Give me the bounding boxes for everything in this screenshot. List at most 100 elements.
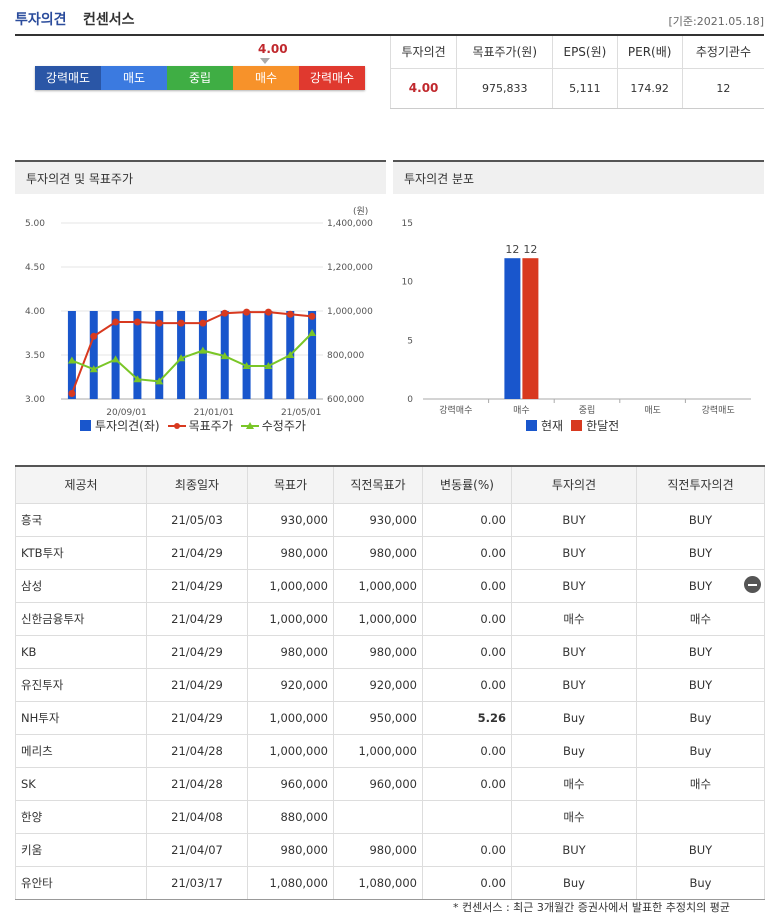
table-cell: 유안타 [15, 865, 147, 900]
opinion-bar [155, 311, 164, 399]
target-price-point [199, 319, 207, 327]
table-row: 한양 21/04/08 880,000 매수 [15, 799, 765, 834]
table-cell: 매수 [511, 799, 637, 834]
table-cell: 1,000,000 [247, 700, 334, 735]
opinion-bar [308, 311, 317, 399]
adjusted-price-point [155, 377, 164, 385]
table-cell: 950,000 [333, 700, 423, 735]
y-left-tick-label: 4.50 [25, 263, 45, 273]
table-cell: 1,000,000 [247, 568, 334, 603]
table-cell [636, 799, 765, 834]
table-cell: BUY [511, 535, 637, 570]
rating-marker-icon [260, 58, 270, 64]
table-cell: 삼성 [15, 568, 147, 603]
table-cell: 메리츠 [15, 733, 147, 768]
table-cell: 0.00 [422, 865, 512, 900]
table-cell: 1,000,000 [333, 601, 423, 636]
table-cell: Buy [511, 733, 637, 768]
x-tick-label: 중립 [579, 405, 596, 416]
table-cell: 흥국 [15, 502, 147, 537]
table-row: 신한금융투자 21/04/29 1,000,000 1,000,000 0.00 매수 매수 [15, 601, 765, 636]
right-chart-legend: 현재 한달전 [526, 417, 627, 434]
adjusted-price-line [71, 332, 313, 383]
table-cell: NH투자 [15, 700, 147, 735]
summary-count: 12 [681, 68, 764, 109]
summary-header-per: PER(배) [616, 36, 683, 69]
adjusted-price-point [89, 365, 98, 373]
table-cell: 21/04/29 [146, 667, 248, 702]
opinion-target-chart: 5.00 1,400,000 4.50 1,200,000 4.00 1,000,000 3… [25, 206, 373, 418]
x-tick-label: 20/09/01 [106, 408, 146, 418]
opinion-bar [67, 311, 76, 399]
table-cell: 1,000,000 [247, 601, 334, 636]
col-provider: 제공처 [15, 465, 147, 504]
table-cell: 21/04/08 [146, 799, 248, 834]
opinion-target-chart-panel: 투자의견 및 목표주가 5.00 1,400,000 4.50 1,200,000 4.… [15, 160, 386, 437]
bar-value-label: 12 [523, 243, 537, 256]
y-left-tick-label: 5.00 [25, 219, 45, 229]
summary-header-target: 목표주가(원) [456, 36, 553, 69]
summary-header-eps: EPS(원) [552, 36, 618, 69]
table-cell: 0.00 [422, 601, 512, 636]
y-left-tick-label: 3.50 [25, 351, 45, 361]
table-cell: 1,000,000 [333, 733, 423, 768]
left-chart-legend: 투자의견(좌) 목표주가 수정주가 [80, 417, 314, 434]
table-row: NH투자 21/04/29 1,000,000 950,000 5.26 Buy Buy [15, 700, 765, 735]
opinion-bar [89, 311, 98, 399]
summary-header-count: 추정기관수 [681, 36, 764, 69]
target-price-point [133, 318, 141, 326]
base-date: [기준:2021.05.18] [668, 15, 764, 28]
table-cell: 930,000 [247, 502, 334, 537]
table-cell: 1,000,000 [247, 733, 334, 768]
y-right-tick-label: 1,400,000 [327, 219, 373, 229]
legend-item-month-ago: 한달전 [571, 417, 619, 434]
summary-header-opinion: 투자의견 [389, 36, 457, 69]
table-cell: 0.00 [422, 502, 512, 537]
target-price-point [221, 309, 229, 317]
table-cell: Buy [511, 865, 637, 900]
x-tick-label: 21/05/01 [281, 408, 321, 418]
rating-segment-buy: 매수 [233, 66, 299, 90]
legend-swatch-opinion [80, 420, 91, 431]
table-cell: 930,000 [333, 502, 423, 537]
table-cell: 키움 [15, 832, 147, 867]
page-header: 투자의견 컨센서스 [기준:2021.05.18] [15, 9, 764, 35]
target-price-line [70, 311, 313, 394]
table-cell: 960,000 [247, 766, 334, 801]
legend-swatch-target [167, 423, 186, 429]
distribution-bar [504, 258, 521, 399]
table-cell: 0.00 [422, 766, 512, 801]
table-cell: 980,000 [247, 535, 334, 570]
legend-swatch-current [526, 420, 537, 431]
table-row: 삼성 21/04/29 1,000,000 1,000,000 0.00 BUY BUY [15, 568, 765, 603]
table-cell: 매수 [636, 766, 765, 801]
col-change-rate: 변동률(%) [422, 465, 512, 504]
adjusted-price-point [264, 362, 273, 369]
table-row: SK 21/04/28 960,000 960,000 0.00 매수 매수 [15, 766, 765, 801]
y-right-tick-label: 800,000 [327, 351, 364, 361]
table-cell: BUY [511, 832, 637, 867]
collapse-minus-icon[interactable] [744, 576, 761, 593]
table-cell: 21/04/07 [146, 832, 248, 867]
table-cell: 0.00 [422, 634, 512, 669]
table-cell: BUY [636, 568, 765, 603]
table-row: KTB투자 21/04/29 980,000 980,000 0.00 BUY BUY [15, 535, 765, 570]
table-cell: 21/04/28 [146, 733, 248, 768]
adjusted-price-point [242, 362, 251, 369]
x-tick-label: 강력매수 [439, 404, 472, 416]
table-cell: 매수 [636, 601, 765, 636]
target-price-point [177, 319, 185, 327]
broker-table-header: 제공처 최종일자 목표가 직전목표가 변동률(%) 투자의견 직전투자의견 [15, 465, 765, 504]
target-price-point [243, 308, 251, 316]
table-cell: 0.00 [422, 568, 512, 603]
y-tick-label: 5 [407, 336, 413, 346]
col-target: 목표가 [247, 465, 334, 504]
table-row: 메리츠 21/04/28 1,000,000 1,000,000 0.00 Buy Buy [15, 733, 765, 768]
rating-segment-sell: 매도 [101, 66, 167, 90]
opinion-bar [198, 311, 207, 399]
table-cell: KTB투자 [15, 535, 147, 570]
legend-item-price: 수정주가 [240, 417, 306, 434]
table-cell: 1,080,000 [333, 865, 423, 900]
table-cell: 21/04/29 [146, 700, 248, 735]
opinion-distribution-chart: 15 10 5 0 강력매수 매수 중립 매도 강력매도 12 12 [402, 219, 751, 416]
